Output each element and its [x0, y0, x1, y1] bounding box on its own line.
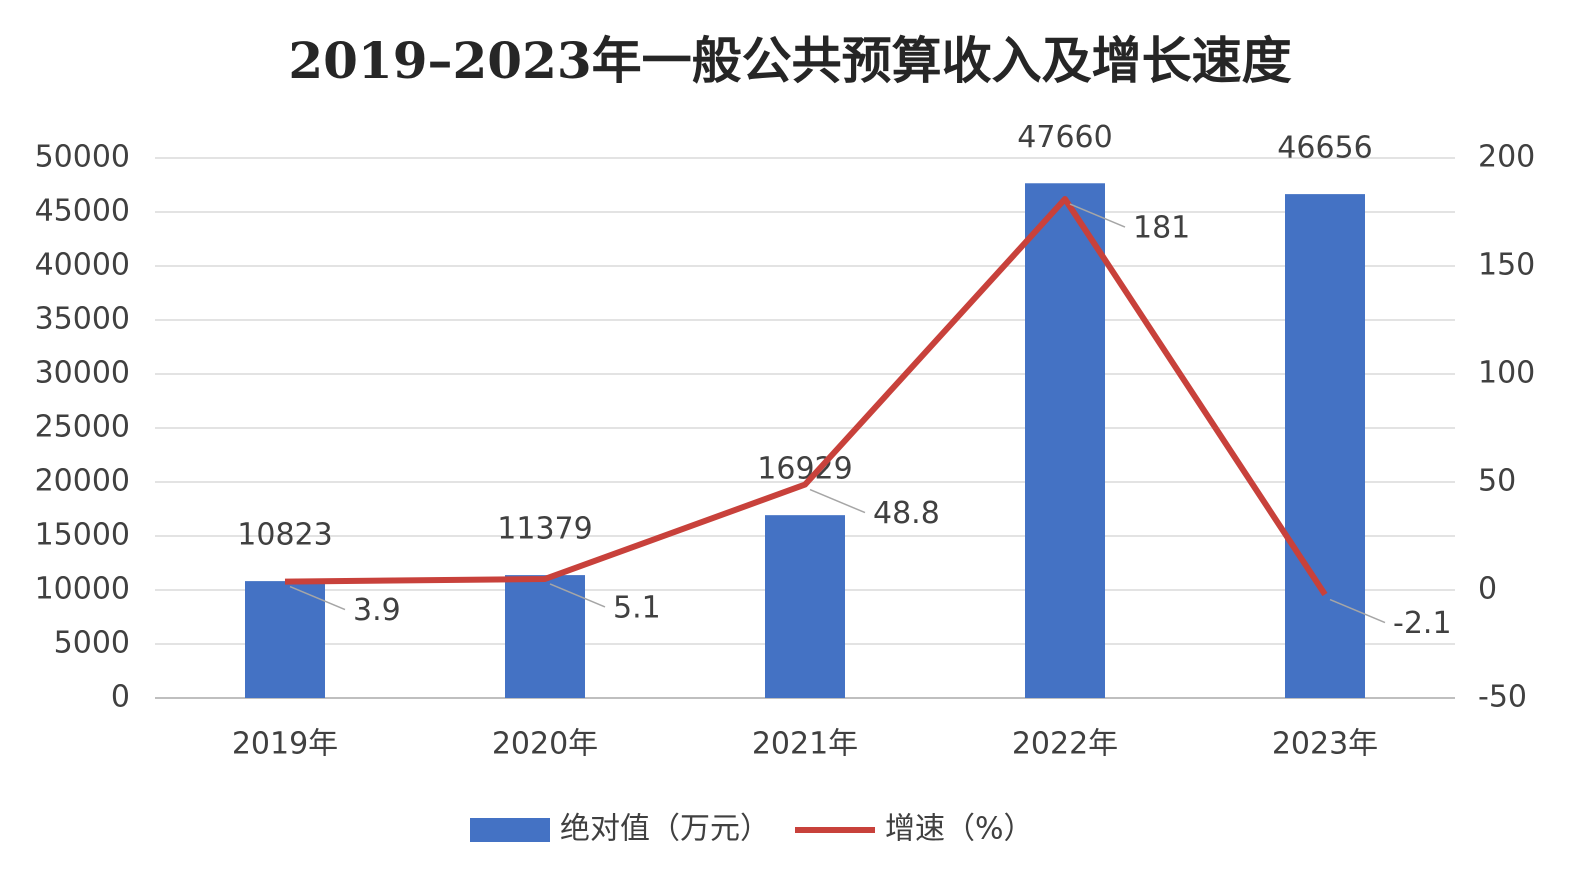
line — [284, 196, 1328, 597]
y-tick-label: 40000 — [35, 248, 130, 283]
y2-tick-label: -50 — [1478, 680, 1527, 715]
y2-tick-label: 100 — [1478, 356, 1535, 391]
y-tick-label: 20000 — [35, 464, 130, 499]
y-tick-label: 0 — [111, 680, 130, 715]
leader-line — [1069, 203, 1126, 228]
leader-line — [1329, 598, 1386, 624]
y-tick-label: 25000 — [35, 410, 130, 445]
leader-line — [289, 585, 346, 611]
line-value-label: -2.1 — [1393, 606, 1452, 641]
bar — [1025, 183, 1105, 699]
y-tick-label: 15000 — [35, 518, 130, 553]
line-value-label: 48.8 — [873, 496, 940, 531]
bar-value-label: 47660 — [1017, 120, 1112, 155]
x-tick-label: 2022年 — [1012, 727, 1118, 762]
line-value-label: 3.9 — [353, 593, 401, 628]
x-tick-label: 2023年 — [1272, 727, 1378, 762]
bar — [1285, 194, 1365, 698]
y-tick-label: 35000 — [35, 302, 130, 337]
y2-tick-label: 150 — [1478, 248, 1535, 283]
x-tick-label: 2019年 — [232, 727, 338, 762]
bar-value-label: 11379 — [497, 512, 592, 547]
legend-label: 增速（%） — [885, 812, 1034, 847]
leader-line — [809, 488, 866, 514]
chart-title: 2019–2023年一般公共预算收入及增长速度 — [288, 31, 1291, 90]
y-tick-label: 30000 — [35, 356, 130, 391]
bar — [505, 575, 585, 698]
y-tick-label: 50000 — [35, 140, 130, 175]
line-value-label: 181 — [1133, 211, 1190, 246]
legend-label: 绝对值（万元） — [560, 812, 770, 847]
x-tick-label: 2021年 — [752, 727, 858, 762]
bar — [765, 515, 845, 698]
line-value-label: 5.1 — [613, 590, 661, 625]
y-tick-label: 5000 — [54, 626, 130, 661]
y2-tick-label: 50 — [1478, 464, 1516, 499]
y2-tick-label: 0 — [1478, 572, 1497, 607]
y-tick-label: 45000 — [35, 194, 130, 229]
legend-swatch — [470, 818, 550, 842]
leader-line — [549, 583, 606, 608]
y2-tick-label: 200 — [1478, 140, 1535, 175]
bar-value-label: 46656 — [1277, 131, 1372, 166]
x-tick-label: 2020年 — [492, 727, 598, 762]
y-tick-label: 10000 — [35, 572, 130, 607]
bar-value-label: 10823 — [237, 518, 332, 553]
bar — [245, 581, 325, 698]
